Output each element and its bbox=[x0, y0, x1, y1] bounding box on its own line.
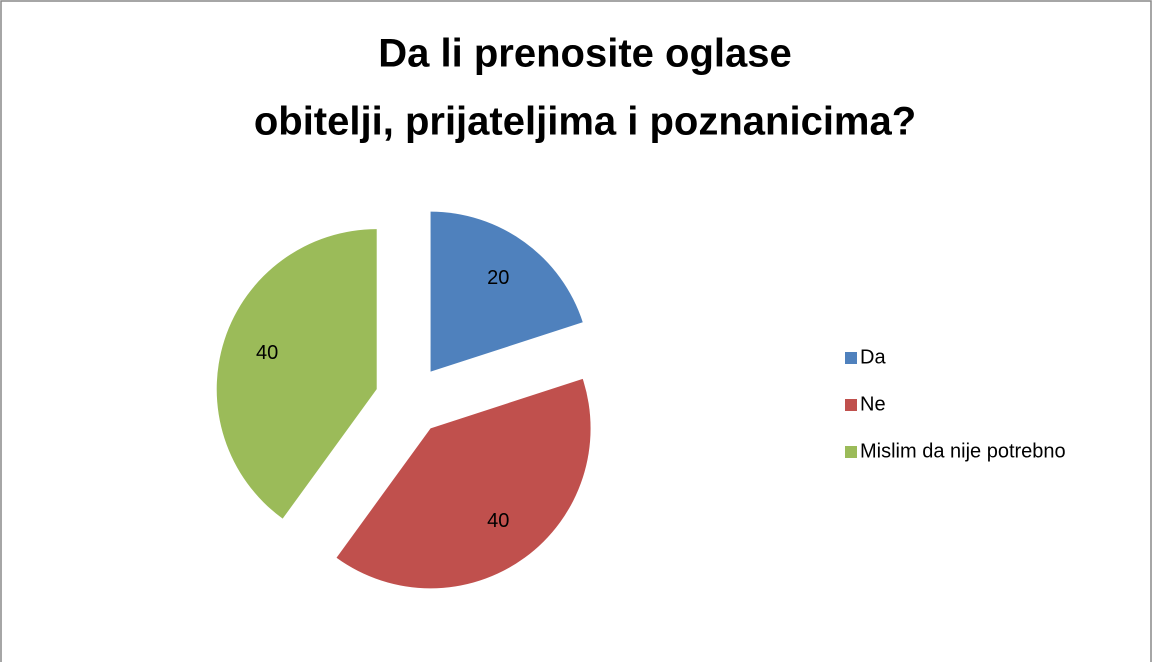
legend-swatch bbox=[845, 399, 857, 411]
pie-slice bbox=[216, 229, 377, 519]
data-label: 40 bbox=[487, 510, 509, 532]
legend-swatch bbox=[845, 352, 857, 364]
legend-label: Ne bbox=[860, 393, 886, 415]
pie-slice bbox=[430, 211, 583, 372]
legend-label: Mislim da nije potrebno bbox=[860, 440, 1066, 462]
data-label: 20 bbox=[487, 267, 509, 289]
pie-slice bbox=[336, 378, 591, 589]
chart-title-line: Da li prenosite oglase bbox=[378, 32, 791, 76]
chart-title-line: obitelji, prijateljima i poznanicima? bbox=[254, 100, 916, 144]
data-label: 40 bbox=[256, 342, 278, 364]
legend-swatch bbox=[845, 446, 857, 458]
legend-label: Da bbox=[860, 346, 886, 368]
